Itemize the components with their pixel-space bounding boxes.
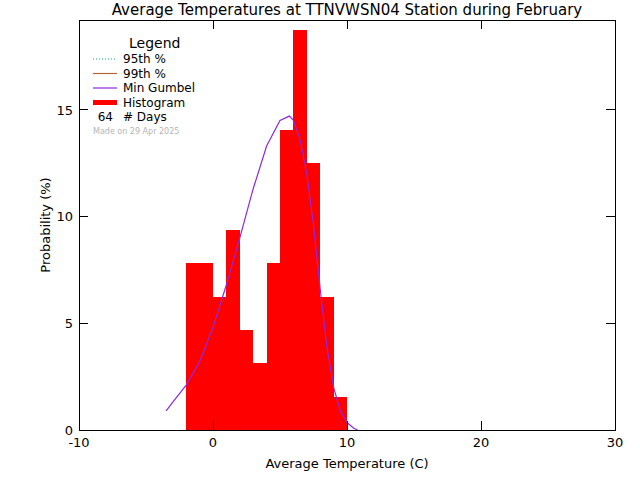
x-tick-top — [213, 20, 214, 29]
histogram-bar — [200, 263, 213, 430]
legend-label: Histogram — [123, 96, 185, 110]
histogram-bar — [267, 263, 280, 430]
y-tick — [79, 216, 88, 217]
x-tick-top — [481, 20, 482, 29]
x-tick — [481, 421, 482, 430]
x-tick-label: 30 — [607, 435, 624, 450]
y-tick-right — [606, 323, 615, 324]
y-axis-label: Probability (%) — [38, 177, 53, 272]
background — [0, 0, 640, 480]
x-axis-label: Average Temperature (C) — [265, 456, 428, 471]
x-tick-top — [615, 20, 616, 29]
x-tick-label: 0 — [209, 435, 217, 450]
note: Made on 29 Apr 2025 — [93, 127, 179, 136]
legend-swatch — [93, 100, 117, 105]
x-tick-top — [79, 20, 80, 29]
legend-swatch — [93, 73, 117, 74]
x-tick — [347, 421, 348, 430]
histogram-bar — [213, 297, 226, 430]
title: Average Temperatures at TTNVWSN04 Statio… — [112, 1, 583, 19]
y-tick-right — [606, 430, 615, 431]
legend-label: 99th % — [123, 67, 166, 81]
histogram-bar — [334, 397, 347, 430]
y-tick-label: 0 — [65, 423, 73, 438]
y-tick-right — [606, 216, 615, 217]
legend-title: Legend — [129, 35, 180, 51]
chart: -100102030051015Average Temperatures at … — [0, 0, 640, 480]
x-tick-label: 20 — [473, 435, 490, 450]
y-tick-right — [606, 109, 615, 110]
y-tick-label: 10 — [56, 209, 73, 224]
x-tick — [79, 421, 80, 430]
x-tick — [213, 421, 214, 430]
y-tick-label: 15 — [56, 103, 73, 118]
x-tick-top — [347, 20, 348, 29]
plot-frame — [79, 20, 615, 430]
y-tick — [79, 430, 88, 431]
histogram-bar — [307, 163, 320, 430]
legend-swatch — [93, 58, 117, 59]
histogram-bar — [293, 30, 306, 430]
y-tick — [79, 109, 88, 110]
legend-label: 95th % — [123, 52, 166, 66]
curve — [166, 116, 358, 430]
y-tick — [79, 323, 88, 324]
legend: Legend95th %99th %Min GumbelHistogram 64 #… — [93, 35, 195, 136]
days-label: # Days — [123, 110, 167, 124]
histogram-bar — [186, 263, 199, 430]
histogram-bar — [240, 330, 253, 430]
legend-label: Min Gumbel — [123, 81, 195, 95]
histogram-bar — [320, 297, 333, 430]
x-tick-label: 10 — [339, 435, 356, 450]
histogram-bar — [253, 363, 266, 430]
histogram-bar — [280, 130, 293, 430]
x-tick — [615, 421, 616, 430]
y-tick-label: 5 — [65, 316, 73, 331]
legend-swatch — [93, 87, 117, 88]
days-count: 64 — [98, 110, 113, 124]
